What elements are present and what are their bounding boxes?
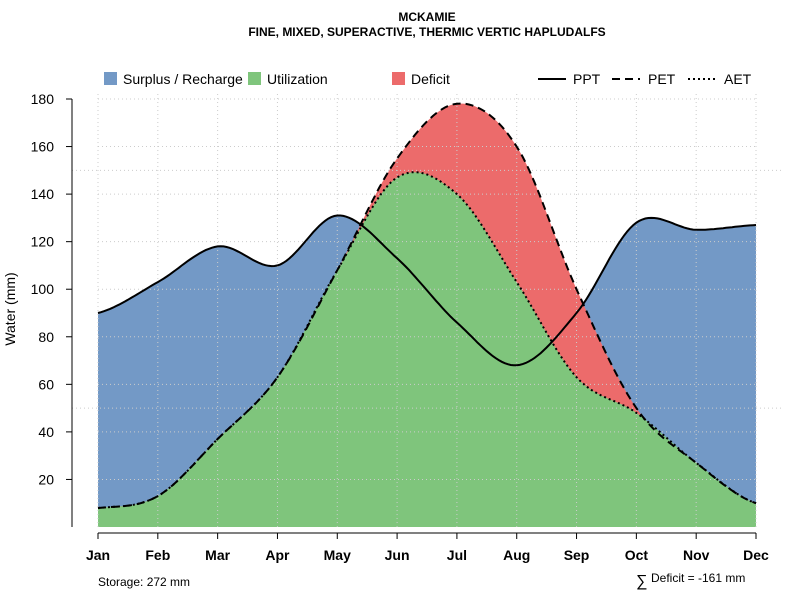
line-ppt xyxy=(97,214,757,367)
legend-label-aet: AET xyxy=(724,71,752,87)
x-tick-label-dec: Dec xyxy=(743,547,769,563)
x-tick-label-may: May xyxy=(324,547,351,563)
legend-swatch-deficit xyxy=(392,72,405,85)
y-tick-label: 100 xyxy=(31,281,55,297)
x-tick-label-aug: Aug xyxy=(503,547,530,563)
x-tick-label-jul: Jul xyxy=(447,547,467,563)
legend: Surplus / Recharge Utilization Deficit P… xyxy=(104,71,752,87)
y-tick-label: 40 xyxy=(38,424,54,440)
x-tick-label-jun: Jun xyxy=(385,547,410,563)
x-tick-label-mar: Mar xyxy=(205,547,230,563)
y-tick-label: 160 xyxy=(31,139,55,155)
legend-swatch-surplus xyxy=(104,72,117,85)
y-tick-label: 180 xyxy=(31,91,55,107)
sum-symbol: ∑ xyxy=(636,573,647,590)
line-aet xyxy=(97,171,757,509)
y-tick-label: 120 xyxy=(31,234,55,250)
x-tick-label-sep: Sep xyxy=(564,547,590,563)
legend-label-ppt: PPT xyxy=(573,71,601,87)
x-tick-label-nov: Nov xyxy=(683,547,710,563)
x-tick-label-feb: Feb xyxy=(145,547,170,563)
x-tick-label-apr: Apr xyxy=(265,547,290,563)
x-tick-label-oct: Oct xyxy=(625,547,649,563)
y-tick-label: 80 xyxy=(38,329,54,345)
chart-subtitle: FINE, MIXED, SUPERACTIVE, THERMIC VERTIC… xyxy=(248,25,605,39)
legend-label-utilization: Utilization xyxy=(267,71,328,87)
area-fills xyxy=(98,103,756,527)
legend-swatch-utilization xyxy=(248,72,261,85)
area-utilization xyxy=(98,172,756,527)
x-tick-label-jan: Jan xyxy=(86,547,110,563)
storage-annotation: Storage: 272 mm xyxy=(98,575,190,589)
deficit-annotation: Deficit = -161 mm xyxy=(651,571,745,585)
chart-title: MCKAMIE xyxy=(398,10,455,24)
y-tick-label: 140 xyxy=(31,186,55,202)
axes: 20 40 60 80 100 120 140 160 180 Jan Feb Mar Apr May Ju… xyxy=(31,91,769,563)
series-lines xyxy=(97,102,757,509)
y-tick-label: 20 xyxy=(38,471,54,487)
legend-label-pet: PET xyxy=(648,71,676,87)
grid-lines xyxy=(72,94,782,527)
legend-label-surplus: Surplus / Recharge xyxy=(123,71,243,87)
legend-label-deficit: Deficit xyxy=(411,71,450,87)
y-axis-label: Water (mm) xyxy=(2,272,18,345)
y-tick-label: 60 xyxy=(38,376,54,392)
